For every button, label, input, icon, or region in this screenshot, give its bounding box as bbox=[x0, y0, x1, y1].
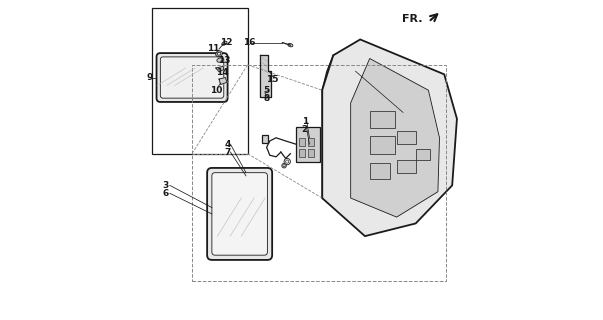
Polygon shape bbox=[260, 55, 271, 97]
FancyBboxPatch shape bbox=[207, 168, 272, 260]
Bar bbox=[296, 127, 320, 162]
Text: 1: 1 bbox=[302, 117, 308, 126]
Bar bbox=[370, 163, 390, 179]
Bar bbox=[370, 136, 395, 154]
Circle shape bbox=[283, 164, 285, 167]
Bar bbox=[153, 8, 248, 154]
Text: 2: 2 bbox=[302, 125, 308, 134]
Text: 4: 4 bbox=[225, 140, 231, 148]
Ellipse shape bbox=[288, 44, 293, 47]
Bar bbox=[192, 65, 446, 281]
Polygon shape bbox=[351, 59, 440, 217]
Circle shape bbox=[286, 160, 289, 163]
Bar bbox=[308, 138, 314, 146]
Polygon shape bbox=[216, 67, 224, 72]
Ellipse shape bbox=[216, 51, 223, 57]
Bar bbox=[370, 111, 395, 128]
Bar bbox=[299, 138, 305, 146]
Ellipse shape bbox=[222, 41, 227, 45]
Polygon shape bbox=[219, 77, 227, 84]
Bar bbox=[308, 149, 314, 157]
Text: 16: 16 bbox=[243, 38, 256, 47]
Text: 3: 3 bbox=[163, 181, 169, 190]
Text: 7: 7 bbox=[225, 148, 231, 156]
Circle shape bbox=[282, 164, 286, 168]
Circle shape bbox=[284, 158, 291, 165]
Text: 15: 15 bbox=[266, 75, 279, 84]
Text: 14: 14 bbox=[216, 68, 229, 77]
Text: 5: 5 bbox=[264, 86, 270, 95]
FancyBboxPatch shape bbox=[160, 57, 224, 98]
Ellipse shape bbox=[217, 52, 221, 55]
Text: 8: 8 bbox=[264, 94, 270, 103]
Text: 6: 6 bbox=[163, 189, 169, 198]
Bar bbox=[415, 149, 430, 160]
Text: 9: 9 bbox=[147, 73, 153, 82]
Text: 11: 11 bbox=[207, 44, 219, 53]
FancyBboxPatch shape bbox=[212, 173, 267, 255]
Bar bbox=[262, 135, 268, 142]
Text: 12: 12 bbox=[220, 38, 233, 47]
Text: FR.: FR. bbox=[402, 14, 422, 24]
Bar bbox=[397, 132, 415, 144]
Bar bbox=[299, 149, 305, 157]
FancyBboxPatch shape bbox=[157, 53, 227, 102]
Text: 10: 10 bbox=[210, 86, 222, 95]
Ellipse shape bbox=[217, 58, 223, 62]
Bar bbox=[397, 160, 415, 173]
Polygon shape bbox=[322, 39, 457, 236]
Text: 13: 13 bbox=[218, 56, 231, 65]
